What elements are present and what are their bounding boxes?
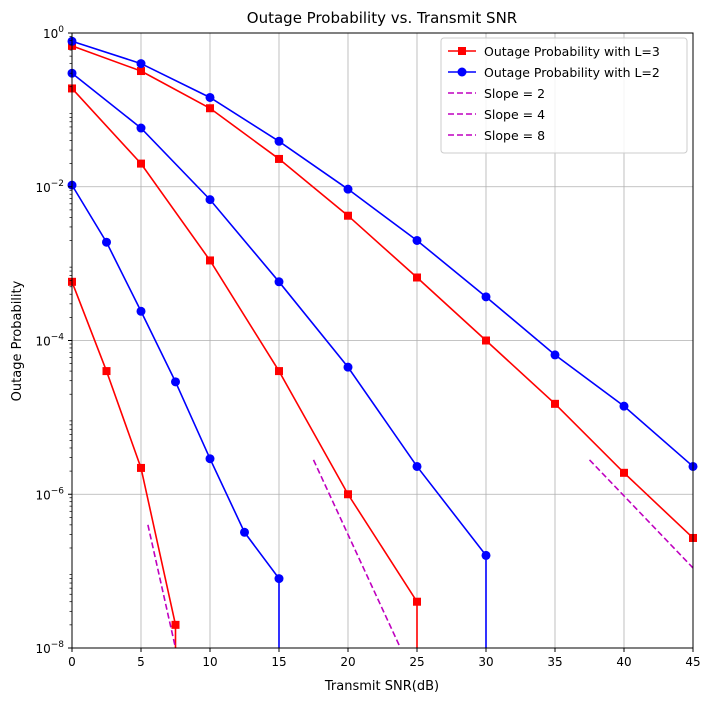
series-line-slope8-8 (147, 524, 177, 649)
y-tick-exponent: −2 (51, 179, 64, 189)
y-tick-label: 10−8 (35, 640, 64, 656)
data-point-L2-4-1 (136, 123, 146, 133)
y-tick-label: 10−2 (35, 179, 64, 195)
data-point-L3-1-1 (137, 159, 145, 168)
data-point-L3-0-2 (206, 104, 214, 113)
x-tick-label: 30 (478, 655, 493, 669)
data-point-L2-3-4 (343, 184, 353, 194)
data-point-L2-4-6 (481, 550, 491, 560)
y-tick-exponent: −8 (51, 640, 65, 650)
legend-label: Slope = 4 (484, 107, 545, 122)
data-point-L2-5-3 (171, 377, 180, 387)
chart-title: Outage Probability vs. Transmit SNR (247, 9, 517, 27)
legend-label: Outage Probability with L=3 (484, 44, 660, 59)
x-tick-label: 5 (137, 655, 145, 669)
series-line-L2-5 (71, 184, 280, 648)
data-point-L2-5-4 (205, 454, 215, 464)
legend-label: Slope = 8 (484, 128, 545, 143)
x-tick-label: 40 (616, 655, 631, 669)
data-point-L3-0-4 (344, 211, 352, 220)
y-axis-label: Outage Probability (10, 280, 25, 401)
series-line-slope4-7 (312, 459, 402, 649)
data-point-L3-1-3 (275, 367, 283, 376)
y-tick-base: 10 (35, 181, 50, 195)
y-tick-base: 10 (35, 488, 50, 502)
y-tick-label: 100 (43, 25, 64, 41)
y-tick-label: 10−4 (35, 333, 64, 349)
data-point-L2-4-2 (205, 195, 215, 205)
data-point-L2-3-3 (274, 136, 284, 146)
x-tick-label: 45 (685, 655, 700, 669)
data-point-L2-3-6 (481, 292, 491, 302)
x-tick-label: 25 (409, 655, 424, 669)
data-point-L3-2-2 (137, 463, 145, 472)
data-point-L3-0-3 (275, 154, 283, 163)
plot-lines (71, 40, 694, 649)
legend-swatch-marker (457, 67, 467, 77)
data-point-L2-3-8 (619, 401, 629, 411)
data-point-L2-5-1 (102, 237, 111, 247)
data-point-L3-2-3 (171, 620, 180, 629)
x-tick-label: 0 (68, 655, 76, 669)
data-point-L2-3-1 (136, 59, 146, 69)
y-tick-base: 10 (35, 335, 50, 349)
x-tick-label: 20 (340, 655, 355, 669)
data-point-L2-4-5 (412, 461, 422, 471)
x-axis-label: Transmit SNR(dB) (324, 679, 439, 694)
data-point-L2-5-6 (274, 574, 284, 584)
data-point-L2-4-3 (274, 277, 284, 287)
legend-box (440, 37, 688, 154)
data-point-L3-0-5 (413, 273, 421, 282)
y-tick-base: 10 (43, 27, 58, 41)
x-axis-ticks: 0 5 10 15 20 25 30 35 40 45 (68, 648, 701, 669)
x-tick-label: 10 (202, 655, 217, 669)
x-tick-label: 15 (271, 655, 286, 669)
series-line-L2-3 (71, 40, 694, 468)
legend-label: Slope = 2 (484, 86, 545, 101)
data-point-L3-0-8 (620, 468, 628, 477)
x-tick-label: 35 (547, 655, 562, 669)
data-point-L2-4-4 (343, 362, 353, 372)
y-tick-base: 10 (35, 642, 50, 656)
data-point-L2-5-2 (136, 306, 146, 316)
data-point-L2-3-5 (412, 235, 422, 245)
legend-swatch-marker (458, 47, 466, 55)
y-tick-exponent: 0 (58, 25, 64, 35)
legend-label: Outage Probability with L=2 (484, 65, 660, 80)
data-point-L2-3-7 (550, 350, 560, 360)
data-point-L2-3-2 (205, 92, 215, 102)
y-tick-exponent: −4 (51, 333, 65, 343)
y-tick-label: 10−6 (35, 486, 64, 502)
data-point-L3-0-7 (551, 399, 559, 408)
series-line-slope2-6 (588, 459, 694, 569)
data-point-L3-2-1 (102, 367, 111, 376)
data-point-L3-1-5 (413, 597, 421, 606)
series-line-L2-4 (71, 72, 487, 648)
y-tick-exponent: −6 (51, 486, 65, 496)
series-line-L3-0 (71, 45, 694, 539)
legend: Outage Probability with L=3 Outage Probab… (440, 37, 688, 154)
data-point-L3-1-2 (206, 256, 214, 265)
data-point-L3-0-1 (137, 67, 145, 76)
data-point-L3-1-4 (344, 490, 352, 499)
data-point-L3-0-6 (482, 336, 490, 345)
data-point-L2-5-5 (240, 527, 249, 537)
